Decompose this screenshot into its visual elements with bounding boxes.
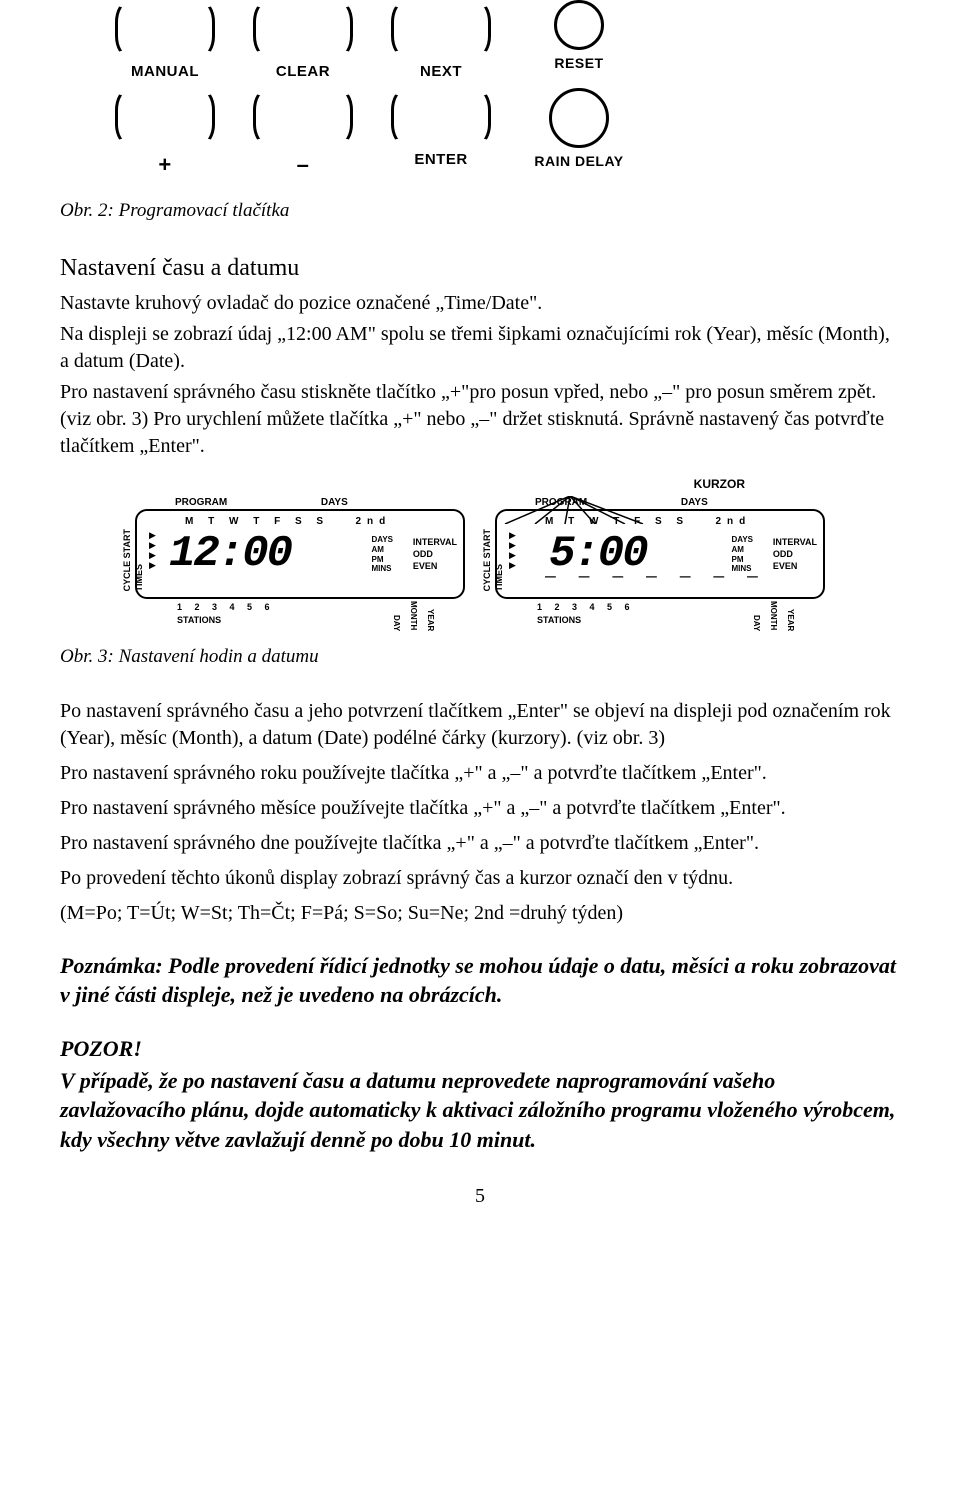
lcd-ampm: DAYS AM PM MINS — [732, 535, 754, 573]
btn-label: – — [297, 150, 310, 180]
lcd-bottom: 1 2 3 4 5 6 STATIONS DAY MONTH YEAR — [135, 599, 465, 633]
note: Poznámka: Podle provedení řídicí jednotk… — [60, 951, 900, 1010]
lcd-cycle-label: CYCLE START TIMES — [481, 521, 505, 591]
btn-label: + — [158, 150, 171, 180]
para: Na displeji se zobrazí údaj „12:00 AM" s… — [60, 321, 900, 375]
button-round — [554, 0, 604, 50]
btn-label: MANUAL — [131, 62, 199, 82]
button-shape — [391, 0, 491, 58]
button-shape — [391, 88, 491, 146]
lcd-box: CYCLE START TIMES ▶▶▶▶ M T W T F S S 2nd… — [495, 509, 825, 599]
lcd-days-header: DAYS — [681, 496, 708, 510]
lcd-mode: INTERVAL ODD EVEN — [773, 537, 817, 572]
lcd-display-2: KURZOR PROGRAM DAYS x CYCLE START TIMES … — [495, 496, 825, 634]
para: Po nastavení správného času a jeho potvr… — [60, 698, 900, 752]
btn-minus: – — [248, 88, 358, 180]
btn-label: RAIN DELAY — [534, 152, 623, 171]
lcd-time: 12:00 — [169, 525, 291, 584]
kurzor-label: KURZOR — [694, 476, 745, 492]
lcd-mode: INTERVAL ODD EVEN — [413, 537, 457, 572]
lcd-cycle-label: CYCLE START TIMES — [121, 521, 145, 591]
para: Pro nastavení správného měsíce používejt… — [60, 795, 900, 822]
button-round — [549, 88, 609, 148]
page-number: 5 — [60, 1183, 900, 1210]
button-row-2: + – ENTER RAIN DELAY — [110, 88, 900, 180]
lcd-ampm: DAYS AM PM MINS — [372, 535, 394, 573]
para: Pro nastavení správného času stiskněte t… — [60, 379, 900, 460]
btn-rain-delay: RAIN DELAY — [524, 88, 634, 180]
section-title: Nastavení času a datumu — [60, 252, 900, 284]
lcd-top: PROGRAM DAYS x — [135, 496, 465, 510]
btn-label: ENTER — [414, 150, 467, 170]
para: Pro nastavení správného roku používejte … — [60, 760, 900, 787]
note: V případě, že po nastavení času a datumu… — [60, 1066, 900, 1155]
lcd-day-letters: M T W T F S S 2nd — [545, 515, 751, 529]
fig2-caption: Obr. 2: Programovací tlačítka — [60, 198, 900, 224]
btn-clear: CLEAR — [248, 0, 358, 82]
lcd-box: CYCLE START TIMES ▶▶▶▶ M T W T F S S 2nd… — [135, 509, 465, 599]
para: Po provedení těchto úkonů display zobraz… — [60, 865, 900, 892]
lcd-arrows: ▶▶▶▶ — [509, 531, 516, 571]
lcd-display-1: PROGRAM DAYS x CYCLE START TIMES ▶▶▶▶ M … — [135, 496, 465, 634]
lcd-bottom: 1 2 3 4 5 6 STATIONS DAY MONTH YEAR — [495, 599, 825, 633]
btn-enter: ENTER — [386, 88, 496, 180]
pozor-heading: POZOR! — [60, 1034, 900, 1064]
lcd-program: PROGRAM — [175, 496, 227, 510]
button-shape — [253, 88, 353, 146]
lcd-arrows: ▶▶▶▶ — [149, 531, 156, 571]
btn-plus: + — [110, 88, 220, 180]
btn-manual: MANUAL — [110, 0, 220, 82]
lcd-day-letters: M T W T F S S 2nd — [185, 515, 391, 529]
button-row-1: MANUAL CLEAR NEXT RESET — [110, 0, 900, 82]
para: Nastavte kruhový ovladač do pozice označ… — [60, 290, 900, 317]
btn-label: CLEAR — [276, 62, 330, 82]
para: Pro nastavení správného dne používejte t… — [60, 830, 900, 857]
lcd-days-header: DAYS — [321, 496, 348, 510]
button-shape — [115, 0, 215, 58]
fig3-caption: Obr. 3: Nastavení hodin a datumu — [60, 644, 900, 670]
btn-next: NEXT — [386, 0, 496, 82]
btn-reset: RESET — [524, 0, 634, 82]
button-shape — [253, 0, 353, 58]
para: (M=Po; T=Út; W=St; Th=Čt; F=Pá; S=So; Su… — [60, 900, 900, 927]
btn-label: RESET — [554, 54, 603, 73]
lcd-row: PROGRAM DAYS x CYCLE START TIMES ▶▶▶▶ M … — [60, 496, 900, 634]
btn-label: NEXT — [420, 62, 462, 82]
button-shape — [115, 88, 215, 146]
